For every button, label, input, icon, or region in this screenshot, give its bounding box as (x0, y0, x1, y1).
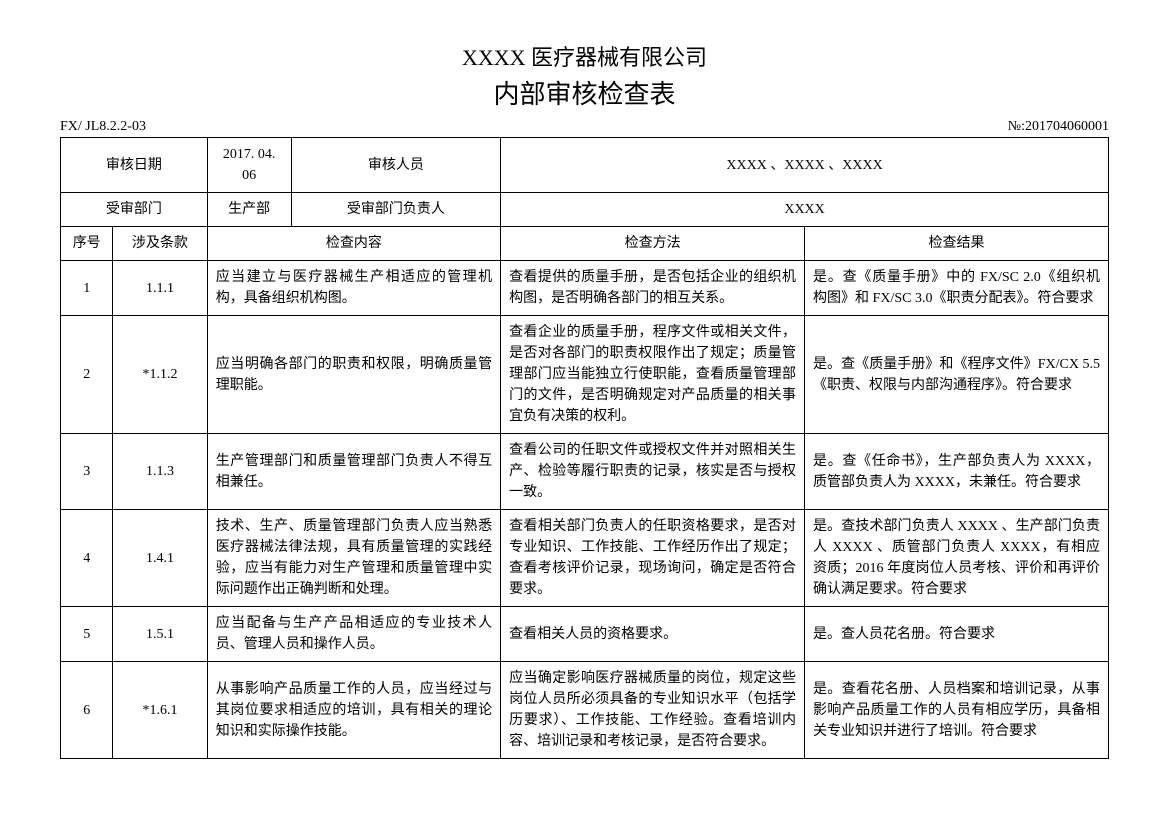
cell-content: 从事影响产品质量工作的人员，应当经过与其岗位要求相适应的培训，具有相关的理论知识… (207, 662, 500, 759)
auditor: XXXX 、XXXX 、XXXX (501, 138, 1109, 193)
doc-code: FX/ JL8.2.2-03 (60, 119, 146, 135)
cell-seq: 5 (61, 607, 113, 662)
cell-result: 是。查人员花名册。符合要求 (805, 607, 1109, 662)
info-row-1: 审核日期 2017. 04. 06 审核人员 XXXX 、XXXX 、XXXX (61, 138, 1109, 193)
dept-head: XXXX (501, 193, 1109, 227)
cell-seq: 1 (61, 261, 113, 316)
cell-content: 应当建立与医疗器械生产相适应的管理机构，具备组织机构图。 (207, 261, 500, 316)
col-result: 检查结果 (805, 227, 1109, 261)
meta-row: FX/ JL8.2.2-03 №:201704060001 (60, 119, 1109, 135)
table-row: 11.1.1应当建立与医疗器械生产相适应的管理机构，具备组织机构图。查看提供的质… (61, 261, 1109, 316)
cell-method: 应当确定影响医疗器械质量的岗位，规定这些岗位人员所必须具备的专业知识水平（包括学… (501, 662, 805, 759)
cell-clause: 1.4.1 (113, 510, 207, 607)
cell-method: 查看相关部门负责人的任职资格要求，是否对专业知识、工作技能、工作经历作出了规定；… (501, 510, 805, 607)
col-clause: 涉及条款 (113, 227, 207, 261)
cell-result: 是。查技术部门负责人 XXXX 、生产部门负责人 XXXX 、质管部门负责人 X… (805, 510, 1109, 607)
cell-clause: 1.1.1 (113, 261, 207, 316)
cell-seq: 2 (61, 316, 113, 434)
cell-clause: 1.1.3 (113, 434, 207, 510)
company-name: XXXX 医疗器械有限公司 (60, 40, 1109, 72)
table-row: 31.1.3生产管理部门和质量管理部门负责人不得互相兼任。查看公司的任职文件或授… (61, 434, 1109, 510)
col-content: 检查内容 (207, 227, 500, 261)
cell-seq: 6 (61, 662, 113, 759)
doc-no: №:201704060001 (1008, 119, 1109, 135)
cell-result: 是。查《质量手册》中的 FX/SC 2.0《组织机构图》和 FX/SC 3.0《… (805, 261, 1109, 316)
cell-content: 应当配备与生产产品相适应的专业技术人员、管理人员和操作人员。 (207, 607, 500, 662)
cell-method: 查看提供的质量手册，是否包括企业的组织机构图，是否明确各部门的相互关系。 (501, 261, 805, 316)
cell-result: 是。查《质量手册》和《程序文件》FX/CX 5.5 《职责、权限与内部沟通程序》… (805, 316, 1109, 434)
col-method: 检查方法 (501, 227, 805, 261)
col-seq: 序号 (61, 227, 113, 261)
title-block: XXXX 医疗器械有限公司 内部审核检查表 (60, 40, 1109, 111)
cell-clause: 1.5.1 (113, 607, 207, 662)
dept-head-label: 受审部门负责人 (291, 193, 501, 227)
cell-method: 查看相关人员的资格要求。 (501, 607, 805, 662)
dept-label: 受审部门 (61, 193, 208, 227)
cell-content: 应当明确各部门的职责和权限，明确质量管理职能。 (207, 316, 500, 434)
cell-result: 是。查《任命书》，生产部负责人为 XXXX，质管部负责人为 XXXX，未兼任。符… (805, 434, 1109, 510)
header-row: 序号 涉及条款 检查内容 检查方法 检查结果 (61, 227, 1109, 261)
audit-date: 2017. 04. 06 (207, 138, 291, 193)
audit-table: 审核日期 2017. 04. 06 审核人员 XXXX 、XXXX 、XXXX … (60, 137, 1109, 759)
info-row-2: 受审部门 生产部 受审部门负责人 XXXX (61, 193, 1109, 227)
cell-content: 技术、生产、质量管理部门负责人应当熟悉医疗器械法律法规，具有质量管理的实践经验，… (207, 510, 500, 607)
cell-clause: *1.6.1 (113, 662, 207, 759)
document-title: 内部审核检查表 (60, 74, 1109, 111)
cell-method: 查看公司的任职文件或授权文件并对照相关生产、检验等履行职责的记录，核实是否与授权… (501, 434, 805, 510)
table-row: 41.4.1技术、生产、质量管理部门负责人应当熟悉医疗器械法律法规，具有质量管理… (61, 510, 1109, 607)
dept: 生产部 (207, 193, 291, 227)
cell-result: 是。查看花名册、人员档案和培训记录，从事影响产品质量工作的人员有相应学历，具备相… (805, 662, 1109, 759)
cell-seq: 4 (61, 510, 113, 607)
table-row: 6*1.6.1从事影响产品质量工作的人员，应当经过与其岗位要求相适应的培训，具有… (61, 662, 1109, 759)
cell-method: 查看企业的质量手册，程序文件或相关文件，是否对各部门的职责权限作出了规定；质量管… (501, 316, 805, 434)
auditor-label: 审核人员 (291, 138, 501, 193)
table-row: 51.5.1应当配备与生产产品相适应的专业技术人员、管理人员和操作人员。查看相关… (61, 607, 1109, 662)
cell-content: 生产管理部门和质量管理部门负责人不得互相兼任。 (207, 434, 500, 510)
audit-date-label: 审核日期 (61, 138, 208, 193)
cell-seq: 3 (61, 434, 113, 510)
cell-clause: *1.1.2 (113, 316, 207, 434)
table-row: 2*1.1.2应当明确各部门的职责和权限，明确质量管理职能。查看企业的质量手册，… (61, 316, 1109, 434)
